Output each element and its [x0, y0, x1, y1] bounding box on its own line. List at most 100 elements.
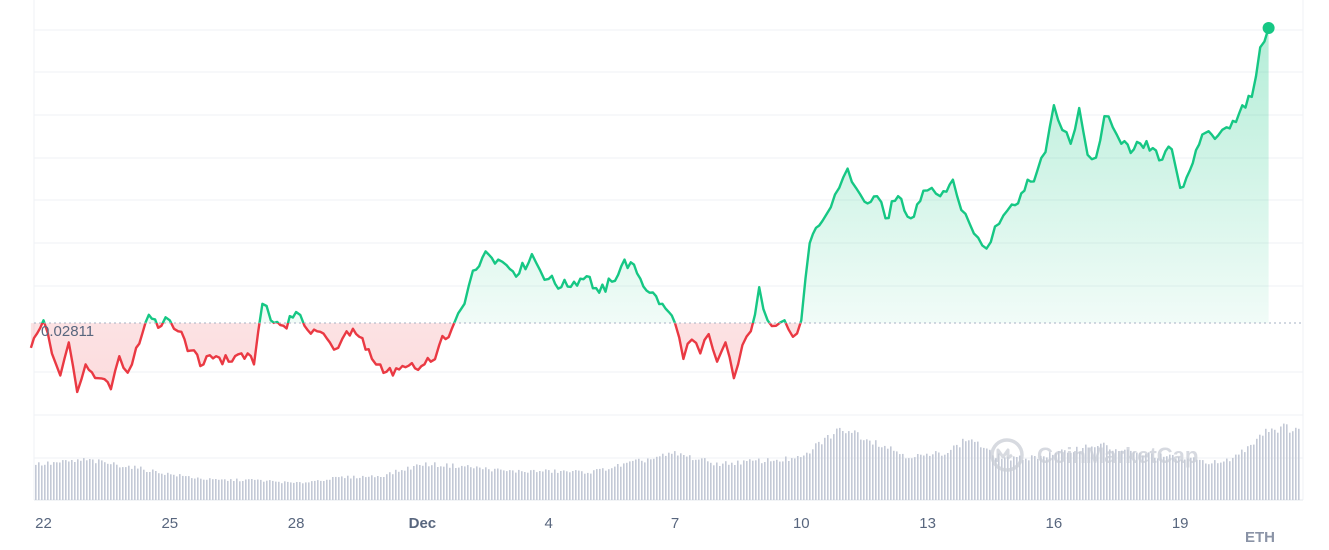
volume-bar	[326, 479, 328, 500]
volume-bar	[308, 482, 310, 500]
volume-bar	[260, 479, 262, 500]
volume-bar	[962, 438, 964, 500]
volume-bar	[164, 474, 166, 500]
volume-bar	[662, 453, 664, 500]
volume-bar	[860, 439, 862, 500]
volume-bar	[1265, 428, 1267, 500]
volume-bar	[245, 479, 247, 500]
volume-bar	[1238, 454, 1240, 500]
volume-bar	[740, 464, 742, 500]
volume-bar	[1055, 453, 1057, 500]
volume-bar	[878, 446, 880, 500]
volume-bar	[1013, 456, 1015, 500]
x-tick-label: 25	[161, 515, 178, 532]
volume-bar	[1217, 463, 1219, 500]
volume-bar	[53, 462, 55, 500]
volume-bar	[572, 471, 574, 500]
x-tick-label: 13	[919, 515, 936, 532]
volume-bar	[1208, 464, 1210, 500]
volume-bar	[821, 444, 823, 500]
volume-bar	[815, 443, 817, 500]
volume-bar	[1277, 432, 1279, 500]
volume-bar	[1070, 452, 1072, 500]
volume-bar	[128, 465, 130, 500]
volume-bar	[311, 481, 313, 500]
volume-bar	[1271, 428, 1273, 500]
volume-bar	[755, 460, 757, 500]
volume-bar	[353, 475, 355, 500]
volume-bar	[803, 455, 805, 500]
x-tick-label: 19	[1172, 515, 1189, 532]
volume-bar	[1091, 446, 1093, 500]
volume-bar	[647, 458, 649, 500]
volume-bar	[71, 460, 73, 500]
volume-bar	[977, 441, 979, 500]
volume-bar	[680, 453, 682, 500]
volume-bar	[1160, 453, 1162, 500]
volume-bar	[314, 480, 316, 500]
volume-bar	[1031, 455, 1033, 500]
volume-bar	[554, 469, 556, 500]
volume-bar	[1049, 452, 1051, 500]
volume-bar	[134, 465, 136, 500]
volume-bar	[941, 455, 943, 500]
volume-bar	[1142, 455, 1144, 500]
volume-bar	[422, 465, 424, 500]
volume-bar	[872, 444, 874, 500]
volume-bar	[503, 470, 505, 500]
volume-bar	[686, 456, 688, 500]
volume-bar	[317, 480, 319, 500]
volume-bar	[611, 468, 613, 500]
volume-bar	[431, 465, 433, 500]
volume-bar	[263, 481, 265, 500]
volume-bar	[455, 468, 457, 500]
volume-bar	[989, 449, 991, 500]
volume-bar	[1145, 454, 1147, 500]
volume-bar	[500, 469, 502, 500]
volume-bar	[956, 444, 958, 500]
volume-bar	[764, 462, 766, 500]
volume-bar	[98, 459, 100, 500]
volume-bar	[458, 467, 460, 500]
volume-bar	[161, 473, 163, 500]
volume-bar	[467, 465, 469, 500]
volume-bar	[452, 463, 454, 500]
volume-bar	[728, 464, 730, 500]
volume-bar	[905, 458, 907, 500]
volume-bar	[389, 472, 391, 500]
volume-bar	[206, 479, 208, 500]
volume-bar	[1115, 449, 1117, 500]
volume-bar	[176, 476, 178, 500]
volume-bar	[470, 467, 472, 500]
volume-bar	[329, 479, 331, 500]
volume-bar	[443, 466, 445, 500]
volume-bar	[695, 459, 697, 500]
volume-bar	[242, 481, 244, 500]
volume-bar	[119, 467, 121, 500]
volume-bar	[1289, 432, 1291, 500]
volume-bar	[866, 439, 868, 500]
volume-bar	[704, 458, 706, 500]
volume-bar	[1286, 424, 1288, 500]
volume-bar	[578, 470, 580, 500]
volume-bar	[1184, 459, 1186, 500]
volume-bar	[41, 465, 43, 500]
volume-bar	[731, 462, 733, 500]
volume-bar	[701, 458, 703, 500]
volume-bar	[992, 455, 994, 500]
price-line	[29, 27, 1270, 394]
volume-bar	[566, 471, 568, 500]
volume-bar	[38, 462, 40, 500]
volume-bar	[809, 453, 811, 500]
volume-bar	[575, 470, 577, 500]
volume-bar	[899, 454, 901, 500]
volume-bar	[350, 478, 352, 500]
volume-bar	[923, 455, 925, 500]
volume-bar	[344, 478, 346, 500]
volume-bar	[563, 470, 565, 500]
volume-bar	[359, 477, 361, 500]
volume-bar	[404, 470, 406, 500]
volume-bar	[653, 458, 655, 500]
volume-bar	[179, 474, 181, 500]
volume-bar	[1007, 456, 1009, 500]
